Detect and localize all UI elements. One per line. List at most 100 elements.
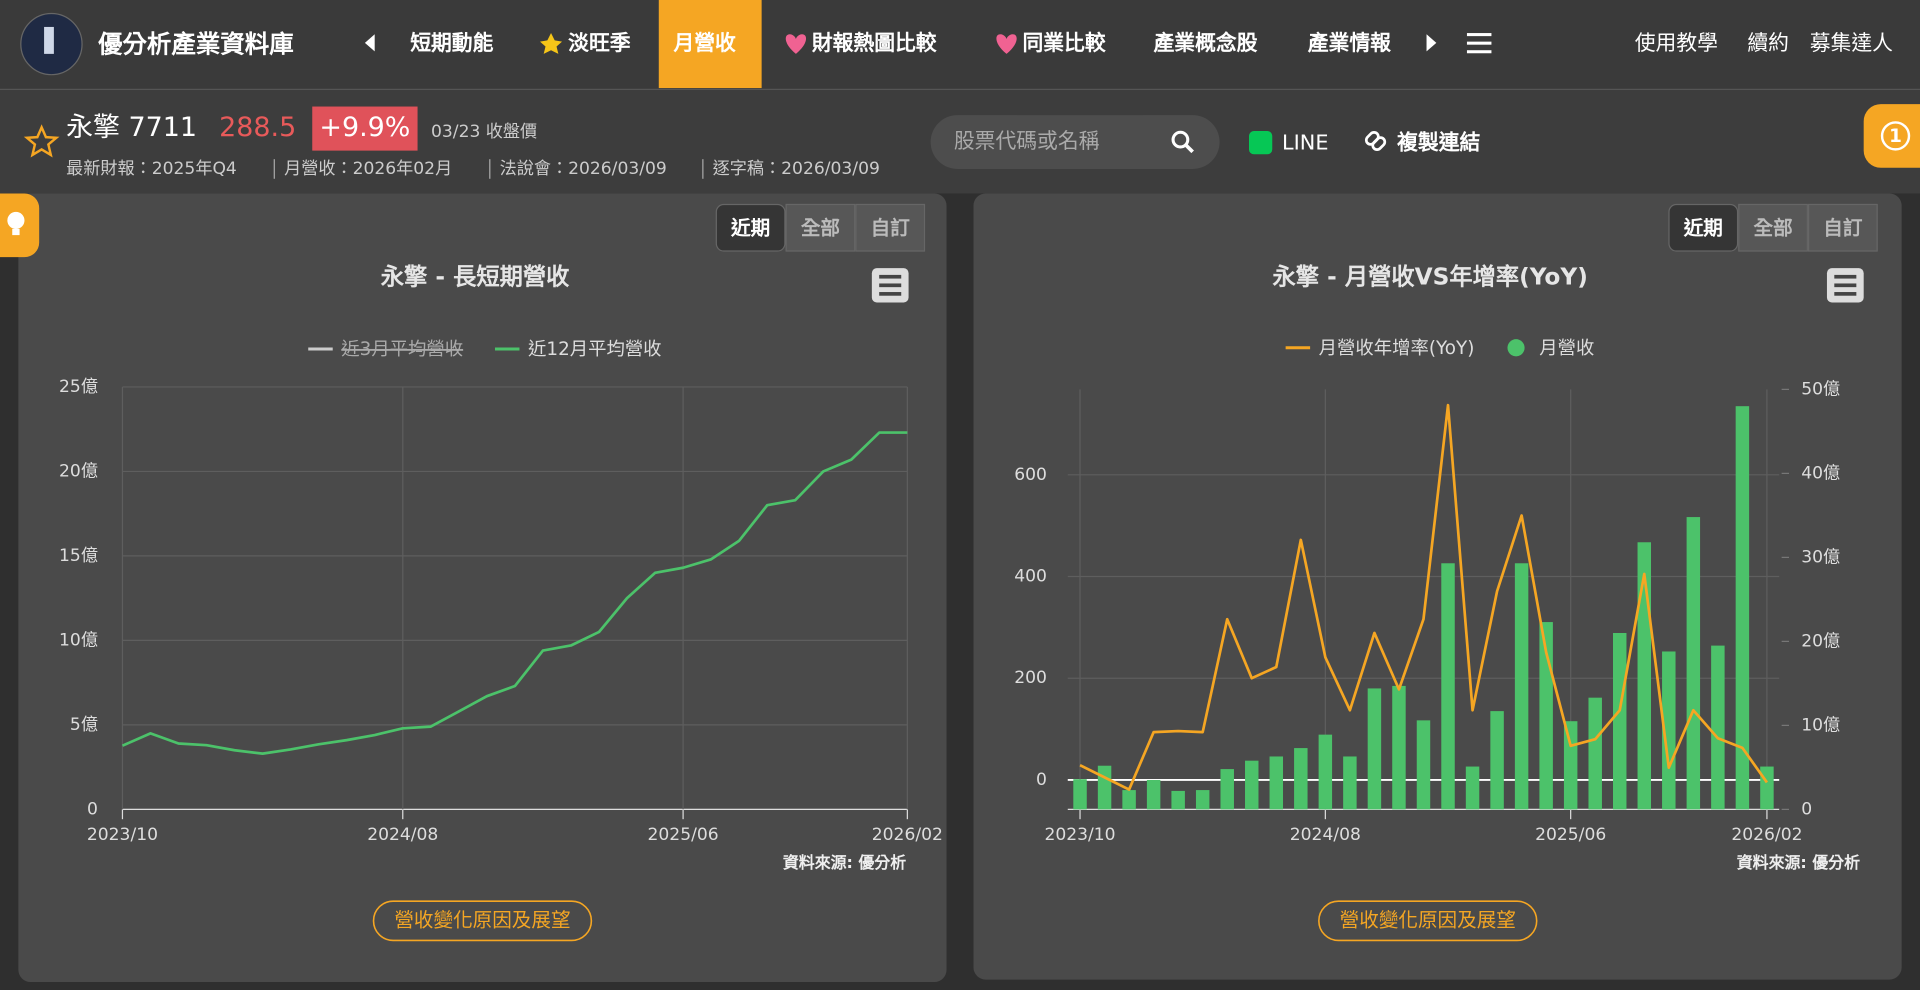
- y-tick-label: 0: [1036, 770, 1047, 790]
- legend-item[interactable]: 月營收年增率(YoY): [1285, 338, 1475, 359]
- legend-item[interactable]: 近12月平均營收: [494, 339, 662, 360]
- bar: [1367, 688, 1382, 810]
- bar: [1269, 756, 1284, 810]
- nav-next[interactable]: [1426, 34, 1437, 52]
- bar: [1760, 766, 1774, 810]
- heart-icon: [996, 34, 1017, 54]
- x-tick-label: 2024/08: [367, 825, 438, 845]
- range-button[interactable]: [855, 203, 926, 252]
- outlook-button[interactable]: [372, 900, 593, 942]
- hamburger[interactable]: [1466, 33, 1492, 54]
- x-tick-label: 2026/02: [1731, 825, 1802, 845]
- range-button[interactable]: [1668, 203, 1739, 252]
- range-label[interactable]: 自訂: [871, 216, 911, 239]
- link-icon[interactable]: [1364, 131, 1387, 152]
- y2-tick-label: 50億: [1801, 379, 1840, 399]
- bar: [1466, 33, 1492, 37]
- info: 法說會：2026/03/09: [500, 159, 667, 179]
- y-tick-label: 25億: [59, 377, 98, 397]
- copy-link[interactable]: 複製連結: [1396, 130, 1480, 154]
- brand[interactable]: 優分析產業資料庫: [98, 29, 294, 58]
- menu-line: [879, 283, 902, 288]
- bar: [1466, 50, 1492, 54]
- chart-title: 永擎 - 長短期營收: [381, 263, 570, 290]
- y2-tick-label: 10億: [1801, 715, 1840, 735]
- menu-line: [1834, 274, 1857, 279]
- range-label[interactable]: 近期: [730, 216, 770, 239]
- outlook-button-label[interactable]: 營收變化原因及展望: [1340, 908, 1516, 931]
- bar: [1735, 406, 1750, 810]
- nav-prev[interactable]: [364, 34, 375, 52]
- bar: [1490, 711, 1504, 810]
- search-icon[interactable]: [1171, 130, 1190, 149]
- nav-item[interactable]: 短期動能: [410, 31, 493, 55]
- nav-item[interactable]: 產業概念股: [1153, 31, 1257, 55]
- bar: [1466, 41, 1492, 45]
- range-label[interactable]: 近期: [1683, 216, 1723, 239]
- y-tick-label: 20億: [59, 461, 98, 481]
- line-icon[interactable]: [1248, 131, 1273, 155]
- legend-item[interactable]: 月營收: [1507, 338, 1594, 359]
- source-note: 資料來源: 優分析: [783, 853, 906, 872]
- range-button[interactable]: [1807, 203, 1878, 252]
- bar: [1711, 645, 1725, 810]
- stock-name: 永擎 7711: [66, 112, 197, 143]
- x-tick-label: 2023/10: [1044, 825, 1115, 845]
- y2-tick-label: 30億: [1801, 547, 1840, 567]
- range-button[interactable]: [715, 203, 786, 252]
- bar: [1318, 734, 1333, 810]
- bar: [1686, 517, 1701, 810]
- badge[interactable]: [1863, 104, 1920, 168]
- range-label[interactable]: 全部: [1753, 216, 1792, 239]
- favorite-star[interactable]: [23, 124, 60, 158]
- nav: 短期動能 淡旺季 月營收 財報熱圖比較 同業比較 產業概念股 產業情報: [410, 0, 1391, 89]
- bulb-icon: [7, 211, 25, 229]
- nav-link[interactable]: 募集達人: [1810, 31, 1893, 55]
- top-bar: [0, 0, 1920, 90]
- outlook-button-label[interactable]: 營收變化原因及展望: [394, 908, 570, 931]
- range-label[interactable]: 全部: [801, 216, 840, 239]
- nav-item[interactable]: 產業情報: [1308, 31, 1391, 55]
- search-icon-handle: [1184, 143, 1194, 154]
- line: [1079, 403, 1769, 791]
- nav-item[interactable]: 月營收: [672, 31, 736, 55]
- bar: [1245, 760, 1259, 810]
- y2-tick-label: 40億: [1801, 463, 1840, 483]
- bar: [1171, 790, 1185, 810]
- nav-link[interactable]: 使用教學: [1635, 31, 1718, 55]
- x-tick-label: 2023/10: [87, 825, 158, 845]
- bar: [1122, 790, 1136, 810]
- info: 逐字稿：2026/03/09: [713, 159, 880, 179]
- y-tick-label: 10億: [59, 630, 98, 650]
- bar: [1220, 769, 1234, 810]
- bar: [1514, 563, 1529, 810]
- nav-item[interactable]: 淡旺季: [568, 31, 631, 55]
- bar: [1662, 651, 1676, 810]
- bar: [1146, 779, 1161, 810]
- source-note: 資料來源: 優分析: [1737, 853, 1860, 872]
- nav-item[interactable]: 財報熱圖比較: [812, 31, 937, 55]
- bar: [1416, 720, 1431, 810]
- legend-item[interactable]: 近3月平均營收: [308, 339, 463, 360]
- bar: [1097, 765, 1112, 810]
- range-button[interactable]: [1738, 203, 1808, 252]
- y-tick-label: 0: [87, 799, 98, 819]
- range-label[interactable]: 自訂: [1823, 216, 1863, 239]
- range-button[interactable]: [785, 203, 856, 252]
- share-line[interactable]: LINE: [1282, 130, 1328, 154]
- search-box[interactable]: [930, 115, 1220, 169]
- y-tick-label: 15億: [59, 546, 98, 566]
- stock-price: 288.5: [219, 112, 296, 143]
- menu-line: [1834, 283, 1857, 288]
- bar: [1563, 721, 1578, 810]
- y-tick-label: 400: [1014, 567, 1047, 587]
- nav-link[interactable]: 續約: [1747, 31, 1789, 55]
- bulb-base: [12, 228, 20, 236]
- logo-mark: [44, 26, 54, 54]
- star-icon: [540, 33, 563, 54]
- nav-item[interactable]: 同業比較: [1022, 31, 1105, 55]
- outlook-button[interactable]: [1318, 900, 1538, 942]
- date-note: 03/23 收盤價: [431, 122, 537, 142]
